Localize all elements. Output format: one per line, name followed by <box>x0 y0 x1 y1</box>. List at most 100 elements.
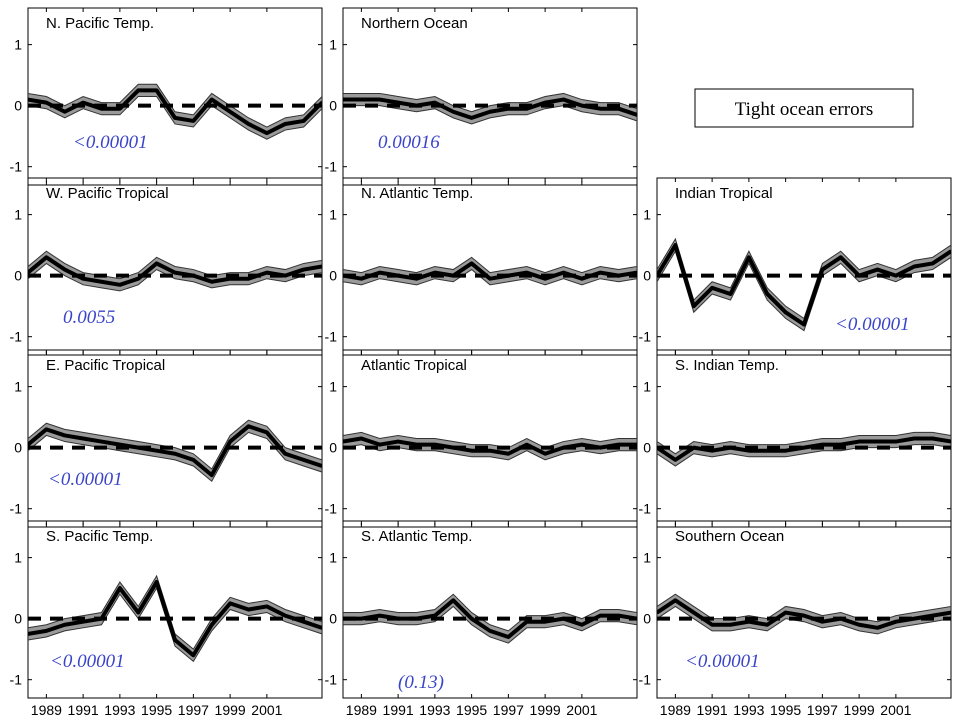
y-tick-label: 1 <box>14 550 22 566</box>
data-point <box>415 104 418 108</box>
data-point <box>894 440 898 444</box>
data-point <box>81 437 85 440</box>
data-point <box>747 449 751 453</box>
data-point <box>876 440 879 444</box>
panel: -1 0 1 E. Pacific Tropical <0.00001 <box>10 349 323 528</box>
error-band <box>657 237 951 332</box>
data-point <box>265 131 269 135</box>
panel-frame <box>342 177 638 356</box>
data-point <box>320 265 322 268</box>
panel-annotation: 0.0055 <box>63 307 115 328</box>
panel-annotation: 0.00016 <box>378 132 440 153</box>
data-point <box>136 277 140 281</box>
data-point <box>28 443 30 447</box>
data-point <box>118 586 122 590</box>
data-point <box>729 446 732 450</box>
data-point <box>857 274 861 278</box>
y-tick-label: 0 <box>329 440 337 456</box>
data-point <box>210 473 214 477</box>
data-point <box>657 446 659 450</box>
data-point <box>488 629 492 633</box>
x-tick-label: 1997 <box>493 702 524 718</box>
y-tick-label: 1 <box>643 550 651 566</box>
x-tick-label: 1999 <box>215 702 246 718</box>
data-point <box>81 277 85 281</box>
data-point <box>506 274 510 278</box>
data-point <box>820 620 824 624</box>
y-tick-label: 1 <box>643 379 651 395</box>
data-point <box>283 452 287 456</box>
panel-frame <box>27 7 323 186</box>
data-point <box>302 119 306 123</box>
panel-annotation: <0.00001 <box>50 651 125 672</box>
data-point <box>820 443 824 447</box>
panel-data <box>343 92 637 125</box>
x-tick-label: 1993 <box>104 702 135 718</box>
data-point <box>359 98 363 102</box>
data-point <box>100 440 103 444</box>
data-point <box>598 446 602 450</box>
data-point <box>617 614 621 618</box>
data-point <box>173 638 177 642</box>
y-tick-label: 1 <box>329 379 337 395</box>
data-point <box>525 271 529 275</box>
x-tick-label: 1989 <box>31 702 62 718</box>
panel-title: S. Atlantic Temp. <box>361 528 472 545</box>
data-point <box>729 623 732 627</box>
data-point <box>378 271 382 275</box>
y-tick-label: 0 <box>329 98 337 114</box>
data-point <box>136 88 140 92</box>
data-point <box>598 614 602 618</box>
data-point <box>470 261 474 265</box>
y-tick-label: 0 <box>643 440 651 456</box>
series-line <box>657 243 951 327</box>
data-point <box>617 274 621 278</box>
x-tick-label: 1991 <box>697 702 728 718</box>
data-point <box>302 620 306 624</box>
x-tick-label: 1993 <box>419 702 450 718</box>
error-band <box>343 431 637 461</box>
data-point <box>802 446 806 450</box>
data-point <box>617 443 621 447</box>
data-point <box>784 611 788 615</box>
error-band <box>28 574 322 663</box>
data-point <box>191 458 195 462</box>
data-point <box>210 280 214 284</box>
data-point <box>415 443 418 447</box>
data-point <box>396 440 400 444</box>
panel-title: Atlantic Tropical <box>361 357 467 374</box>
y-tick-label: 0 <box>329 268 337 284</box>
data-point <box>359 437 363 440</box>
panel: -1 0 1 W. Pacific Tropical 0.0055 <box>10 177 323 356</box>
panel-annotation: <0.00001 <box>685 651 760 672</box>
data-point <box>635 617 637 621</box>
x-tick-label: 1989 <box>660 702 691 718</box>
data-point <box>173 116 177 120</box>
data-point <box>949 249 951 253</box>
data-point <box>673 458 677 462</box>
data-point <box>635 113 637 117</box>
data-point <box>451 598 455 602</box>
data-point <box>415 617 418 621</box>
data-point <box>302 268 306 272</box>
panel-frame <box>656 177 952 356</box>
panel-data <box>343 256 637 286</box>
data-point <box>692 446 696 450</box>
data-point <box>44 427 48 431</box>
data-point <box>320 464 322 468</box>
panel-title: Indian Tropical <box>675 185 773 202</box>
y-tick-label: 1 <box>14 37 22 53</box>
x-tick-label: 1997 <box>807 702 838 718</box>
data-point <box>657 611 659 615</box>
panel-annotation: (0.13) <box>398 672 444 693</box>
data-point <box>247 277 250 281</box>
data-point <box>136 446 140 450</box>
y-tick-label: 0 <box>14 98 22 114</box>
data-point <box>543 620 547 624</box>
y-tick-label: -1 <box>325 329 338 345</box>
data-point <box>562 271 565 275</box>
data-point <box>136 611 140 615</box>
data-point <box>155 580 159 584</box>
error-band <box>28 419 322 482</box>
